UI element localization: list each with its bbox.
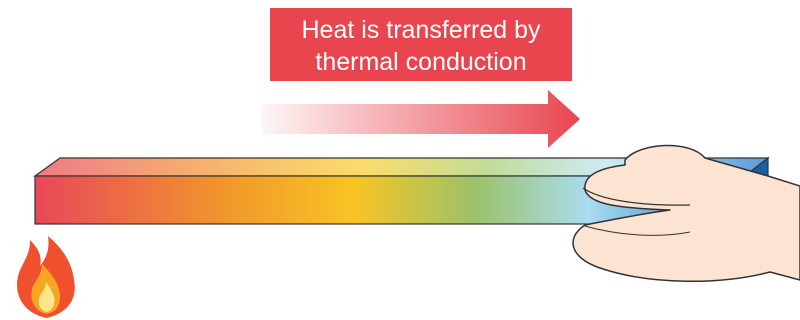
label-line: Heat is transferred by — [302, 16, 541, 44]
label-line: thermal conduction — [315, 48, 526, 76]
page: Heat is transferred by thermal conductio… — [0, 0, 800, 320]
diagram: Heat is transferred by thermal conductio… — [0, 0, 800, 320]
arrow — [262, 90, 580, 148]
